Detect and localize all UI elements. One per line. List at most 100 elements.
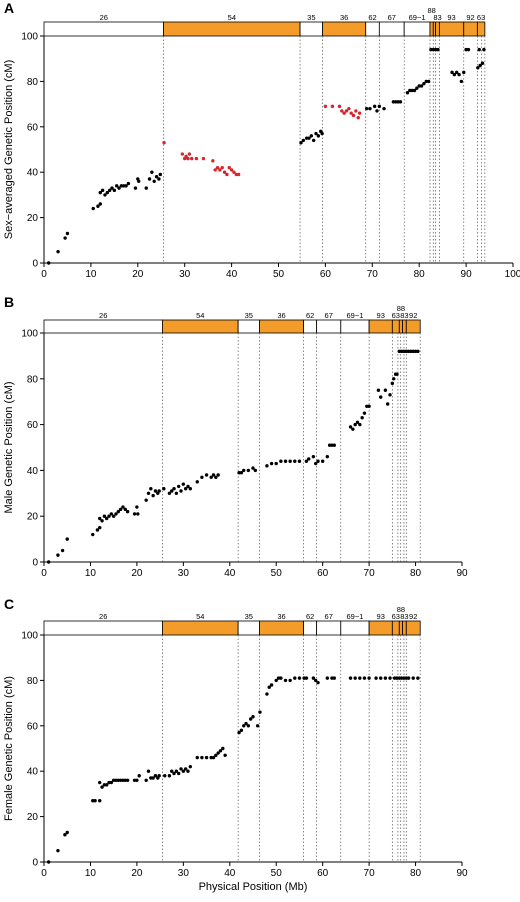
- data-point: [365, 404, 369, 408]
- data-point: [358, 676, 362, 680]
- y-tick-label: 60: [27, 420, 39, 431]
- x-tick-label: 90: [456, 568, 468, 579]
- chromosome-block: [322, 21, 367, 37]
- data-point: [211, 473, 216, 477]
- data-point: [152, 179, 156, 183]
- data-point: [105, 516, 109, 521]
- data-point: [234, 172, 238, 177]
- chromosome-block: [316, 319, 342, 334]
- data-point: [351, 427, 355, 431]
- data-point: [304, 676, 309, 680]
- data-point: [180, 152, 185, 156]
- y-tick-label: 100: [21, 329, 38, 340]
- chromosome-label: 35: [245, 311, 253, 320]
- data-point: [367, 404, 371, 408]
- data-point: [239, 728, 244, 733]
- data-point: [162, 487, 166, 491]
- x-tick-label: 10: [85, 568, 97, 579]
- data-point: [466, 47, 471, 52]
- data-point: [311, 454, 316, 459]
- data-point: [325, 676, 330, 680]
- data-point: [63, 236, 67, 240]
- data-point: [174, 769, 179, 773]
- data-point: [147, 177, 152, 181]
- data-point: [91, 532, 95, 537]
- y-axis-title: Sex−averaged Genetic Position (cM): [3, 60, 15, 239]
- data-point: [60, 548, 65, 553]
- data-point: [288, 459, 292, 463]
- data-point: [426, 79, 431, 84]
- data-point: [218, 749, 223, 753]
- data-point: [239, 470, 244, 475]
- data-point: [184, 154, 188, 159]
- data-point: [283, 459, 288, 463]
- y-tick-label: 20: [27, 812, 39, 823]
- data-point: [109, 780, 114, 785]
- data-point: [157, 177, 161, 181]
- chromosome-block: [259, 620, 305, 636]
- chromosome-block: [402, 319, 407, 334]
- data-point: [394, 100, 398, 104]
- x-tick-label: 80: [414, 269, 426, 280]
- chromosome-label: 88: [397, 605, 405, 614]
- data-point: [98, 516, 102, 521]
- data-point: [330, 104, 335, 109]
- data-point: [46, 261, 51, 265]
- data-point: [267, 685, 271, 689]
- data-point: [265, 692, 269, 696]
- chromosome-block: [162, 319, 239, 334]
- data-point: [332, 676, 336, 680]
- data-point: [114, 184, 119, 188]
- data-point: [377, 104, 382, 109]
- data-point: [357, 111, 362, 115]
- data-point: [358, 422, 362, 427]
- chromosome-block: [402, 620, 407, 636]
- chromosome-label: 26: [99, 311, 107, 320]
- data-point: [220, 165, 224, 170]
- boundary-lines: [163, 36, 486, 263]
- data-point: [429, 47, 433, 52]
- data-point: [457, 72, 461, 77]
- data-point: [98, 190, 102, 195]
- data-point: [190, 156, 194, 161]
- data-point: [153, 774, 158, 778]
- data-point: [379, 395, 383, 399]
- data-point: [215, 165, 220, 170]
- data-point: [416, 349, 420, 354]
- data-point: [253, 468, 258, 473]
- data-point: [356, 116, 360, 120]
- chromosome-block: [463, 21, 478, 37]
- chromosome-label: 62: [368, 13, 376, 22]
- data-point: [251, 715, 255, 719]
- chromosome-label: 92: [466, 13, 474, 22]
- data-point: [63, 833, 67, 837]
- chromosome-block: [316, 620, 342, 636]
- data-point: [301, 138, 306, 143]
- data-point: [187, 152, 192, 156]
- data-point: [222, 170, 227, 174]
- data-point: [162, 140, 166, 145]
- panel-letter: A: [4, 0, 14, 16]
- data-point: [218, 168, 222, 172]
- chromosome-block: [398, 319, 403, 334]
- data-point: [135, 505, 139, 509]
- y-axis-title: Female Genetic Position (cM): [3, 676, 15, 821]
- data-point: [480, 61, 485, 65]
- chromosome-label: 35: [307, 13, 315, 22]
- data-point: [98, 202, 102, 206]
- data-point: [332, 443, 336, 447]
- chromosome-label: 83: [433, 13, 441, 22]
- x-tick-label: 30: [178, 568, 190, 579]
- chromosome-block: [391, 319, 400, 334]
- data-point: [397, 349, 401, 354]
- data-point: [413, 349, 418, 354]
- chromosome-block: [259, 319, 305, 334]
- data-point: [204, 473, 209, 477]
- data-point: [396, 100, 400, 104]
- x-tick-label: 70: [364, 568, 376, 579]
- data-point: [258, 710, 262, 714]
- data-point: [274, 461, 278, 466]
- chromosome-block: [43, 21, 164, 37]
- data-point: [118, 507, 123, 512]
